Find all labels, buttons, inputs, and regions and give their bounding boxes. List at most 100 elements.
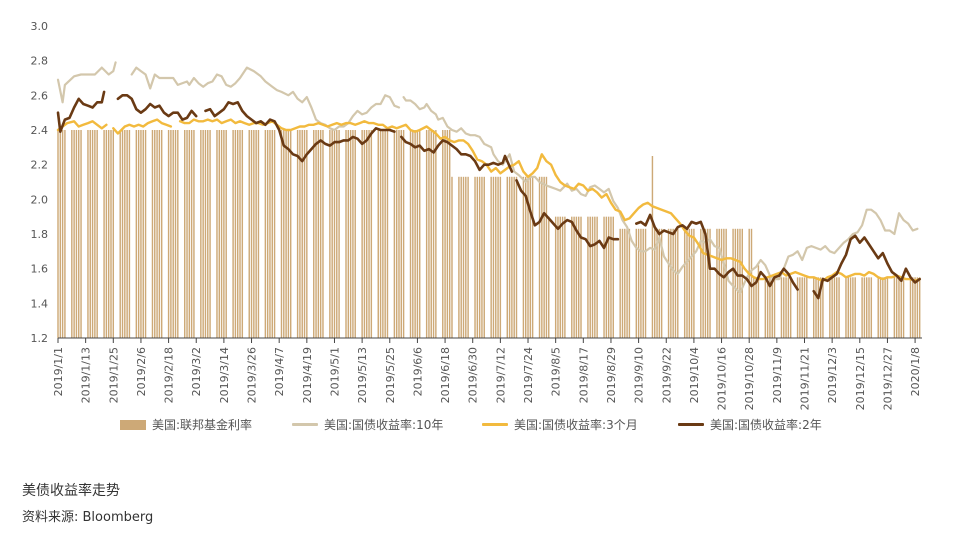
fed-funds-bar — [160, 130, 163, 338]
x-tick-label: 2019/4/7 — [273, 347, 286, 396]
fed-funds-bar — [898, 277, 900, 338]
x-tick-label: 2019/6/6 — [411, 347, 424, 396]
fed-funds-bar — [75, 130, 78, 338]
fed-funds-bar — [847, 277, 849, 338]
fed-funds-bar — [400, 130, 403, 338]
fed-funds-bar — [580, 216, 582, 338]
fed-funds-bar — [863, 277, 866, 338]
fed-funds-bar — [377, 130, 379, 338]
fed-funds-bar — [674, 228, 677, 338]
fed-funds-bar — [884, 277, 886, 338]
fed-funds-bar — [787, 277, 790, 338]
fed-funds-bar — [209, 130, 211, 338]
x-axis: 2019/1/1 2019/1/13 2019/1/25 2019/2/6 2019/2… — [52, 337, 922, 410]
fed-funds-bar — [448, 130, 451, 338]
fed-funds-bar — [336, 130, 338, 338]
fed-funds-bar — [637, 228, 640, 338]
fed-funds-bar — [771, 277, 773, 338]
fed-funds-bar — [317, 130, 320, 338]
fed-funds-bar — [248, 130, 250, 338]
x-tick-label: 2019/10/28 — [743, 347, 756, 410]
fed-funds-bar — [94, 130, 96, 338]
fed-funds-bar — [836, 277, 838, 338]
fed-funds-bar — [158, 130, 161, 338]
fed-funds-bar — [105, 130, 108, 338]
fed-funds-bar — [186, 130, 188, 338]
fed-funds-bar — [870, 277, 873, 338]
x-tick-label: 2019/5/13 — [356, 347, 369, 403]
x-tick-label: 2019/10/16 — [716, 347, 729, 410]
fed-funds-bar — [363, 130, 366, 338]
fed-funds-bar — [693, 228, 695, 338]
fed-funds-bar — [393, 130, 396, 338]
fed-funds-bar — [315, 130, 317, 338]
fed-funds-bar — [280, 130, 283, 338]
fed-funds-bar — [301, 130, 303, 338]
legend-bar-swatch — [120, 419, 146, 430]
x-tick-label: 2019/5/25 — [384, 347, 397, 403]
fed-funds-bar — [432, 130, 435, 338]
fed-funds-bar — [497, 176, 499, 338]
fed-funds-bar — [522, 176, 525, 338]
fed-funds-bar — [204, 130, 207, 338]
fed-funds-bar — [223, 130, 225, 338]
fed-funds-bar — [345, 130, 347, 338]
x-tick-label: 2019/3/26 — [246, 347, 259, 403]
x-tick-label: 2019/4/19 — [301, 347, 314, 403]
fed-funds-bars — [57, 130, 921, 338]
y-tick-label: 1.2 — [31, 332, 49, 345]
x-tick-label: 2019/9/10 — [633, 347, 646, 403]
fed-funds-bar — [766, 277, 769, 338]
fed-funds-bar — [755, 277, 757, 338]
x-tick-label: 2019/6/30 — [467, 347, 480, 403]
fed-funds-bar — [354, 130, 356, 338]
fed-funds-bar — [481, 176, 483, 338]
fed-funds-bar — [587, 216, 589, 338]
fed-funds-bar — [893, 277, 896, 338]
fed-funds-bar — [462, 176, 465, 338]
fed-funds-bar — [557, 216, 559, 338]
fed-funds-bar — [110, 130, 112, 338]
fed-funds-bar — [271, 130, 273, 338]
x-tick-label: 2019/8/5 — [550, 347, 563, 396]
x-tick-label: 2019/8/17 — [577, 347, 590, 403]
fed-funds-bar — [476, 176, 479, 338]
fed-funds-bar — [554, 216, 557, 338]
fed-funds-bar — [128, 130, 131, 338]
fed-funds-bar — [61, 130, 64, 338]
fed-funds-bar — [838, 277, 840, 338]
fed-funds-bar — [817, 277, 820, 338]
fed-funds-bar — [170, 130, 172, 338]
x-tick-label: 2019/2/18 — [163, 347, 176, 403]
fed-funds-bar — [861, 277, 863, 338]
fed-funds-bar — [322, 130, 324, 338]
fed-funds-bar — [80, 130, 82, 338]
y-tick-label: 2.2 — [31, 159, 49, 172]
fed-funds-bar — [531, 176, 534, 338]
fed-funds-bar — [686, 228, 688, 338]
fed-funds-bar — [591, 216, 594, 338]
x-tick-label: 2019/1/1 — [52, 347, 65, 396]
fed-funds-bar — [352, 130, 354, 338]
fed-funds-bar — [803, 277, 806, 338]
source-note: 资料来源: Bloomberg — [22, 510, 154, 525]
y-tick-label: 2.8 — [31, 55, 49, 68]
fed-funds-bar — [688, 228, 691, 338]
fed-funds-bar — [154, 130, 156, 338]
fed-funds-bar — [900, 277, 902, 338]
fed-funds-bar — [734, 228, 737, 338]
fed-funds-bar — [895, 277, 898, 338]
x-tick-label: 2019/1/25 — [107, 347, 120, 403]
fed-funds-bar — [430, 130, 432, 338]
fed-funds-bar — [757, 265, 760, 338]
fed-funds-bar — [467, 176, 469, 338]
fed-funds-bar — [458, 176, 460, 338]
fed-funds-bar — [877, 277, 879, 338]
fed-funds-bar — [879, 277, 882, 338]
fed-funds-bar — [739, 228, 741, 338]
fed-funds-bar — [543, 176, 545, 338]
fed-funds-bar — [716, 228, 718, 338]
x-tick-label: 2019/12/3 — [826, 347, 839, 403]
legend-label-us10y: 美国:国债收益率:10年 — [324, 418, 444, 432]
y-tick-label: 1.4 — [31, 297, 49, 310]
